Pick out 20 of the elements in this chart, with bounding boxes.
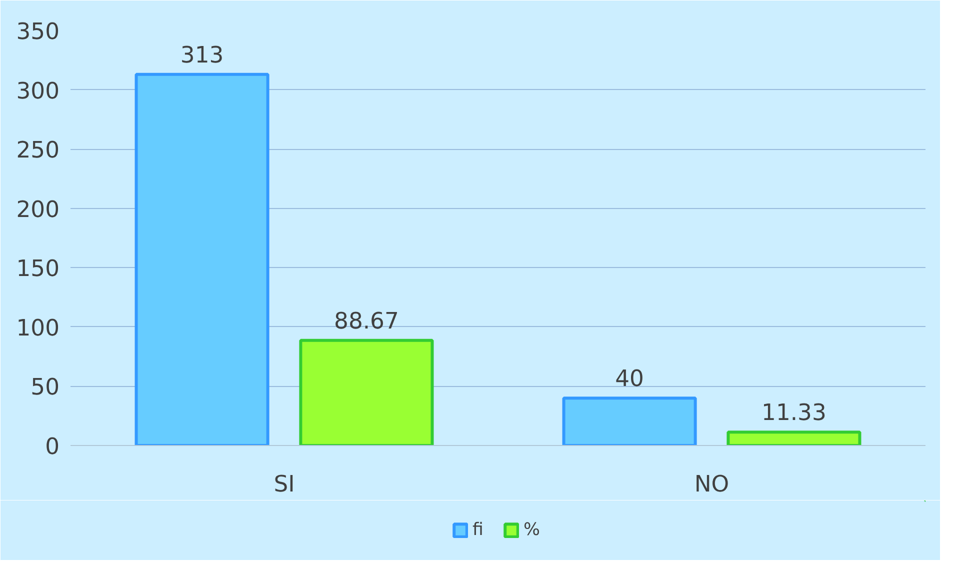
x-tick-label: NO (694, 472, 730, 498)
y-tick-label: 300 (16, 78, 60, 104)
y-tick-label: 0 (45, 434, 60, 460)
bar (562, 396, 697, 446)
data-label: 40 (615, 366, 644, 392)
bar (134, 72, 270, 446)
legend-label: fi (472, 520, 484, 540)
y-tick-label: 250 (16, 138, 60, 164)
y-tick-label: 100 (16, 315, 60, 342)
data-label: 313 (180, 42, 224, 68)
bar (726, 430, 862, 446)
y-tick-label: 350 (16, 19, 60, 45)
y-tick-label: 150 (16, 256, 60, 282)
legend-label: % (524, 520, 541, 540)
data-label: 11.33 (762, 400, 826, 426)
y-tick-label: 50 (30, 374, 60, 401)
bar (299, 338, 434, 446)
x-tick-label: SI (274, 472, 295, 498)
y-tick-label: 200 (16, 196, 60, 223)
data-label: 88.67 (334, 308, 399, 334)
